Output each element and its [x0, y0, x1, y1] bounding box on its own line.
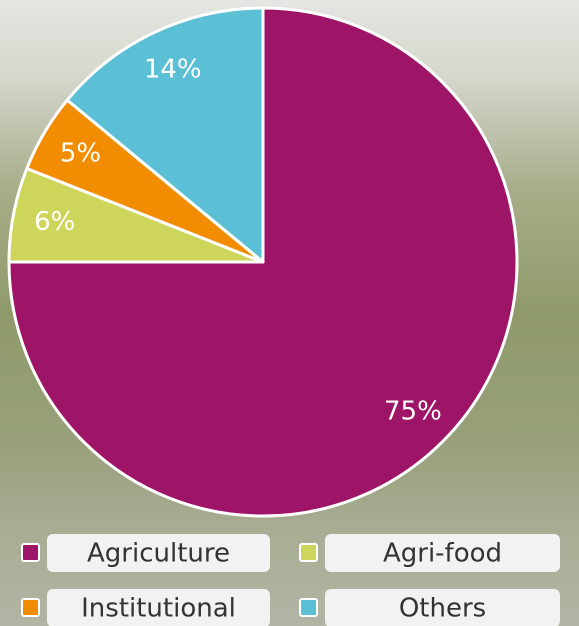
value-label: 14%	[144, 55, 202, 85]
legend-swatch	[21, 543, 40, 562]
legend-box	[325, 534, 560, 572]
legend-swatch	[299, 598, 318, 617]
legend-label: Others	[399, 594, 486, 624]
pie-slice	[65, 6, 265, 264]
legend-label: Agri-food	[383, 539, 502, 569]
legend-box	[47, 534, 270, 572]
legend-label: Institutional	[81, 594, 236, 624]
legend-swatch	[299, 543, 318, 562]
legend-box	[47, 589, 270, 626]
legend-box	[325, 589, 560, 626]
value-label: 75%	[384, 396, 442, 426]
legend-label: Agriculture	[87, 539, 230, 569]
legend-swatch	[21, 598, 40, 617]
value-label: 6%	[34, 207, 75, 237]
pie-slice	[7, 6, 519, 518]
value-label: 5%	[60, 139, 101, 169]
